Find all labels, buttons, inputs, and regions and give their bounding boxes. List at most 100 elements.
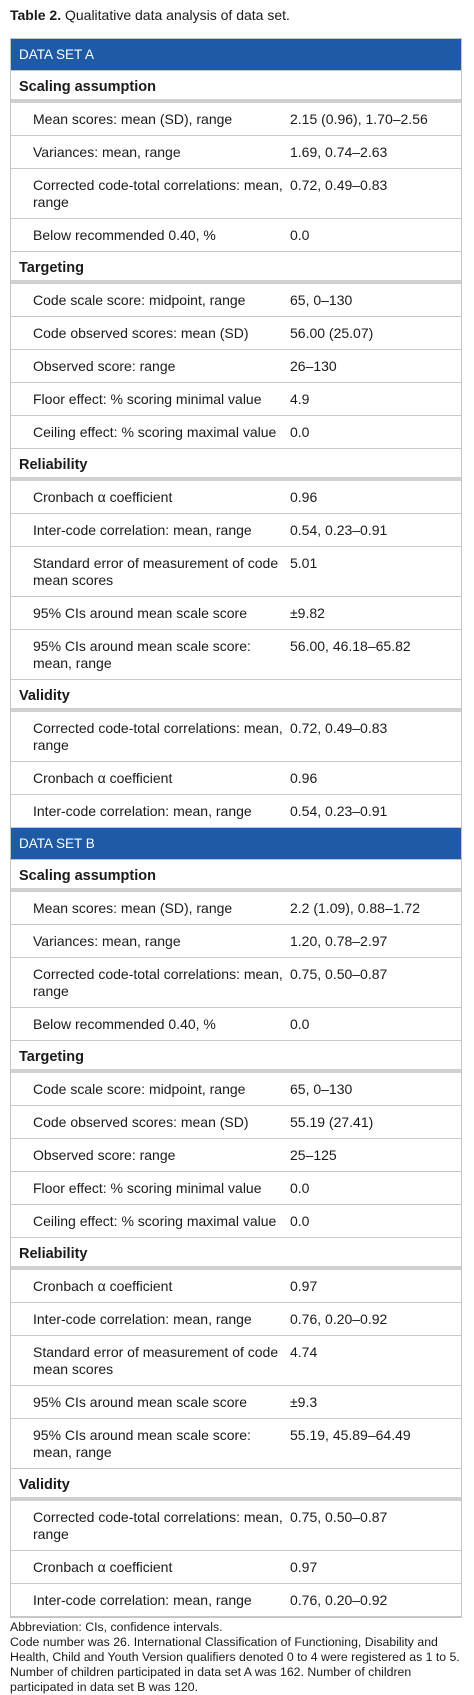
row-value: 2.2 (1.09), 0.88–1.72	[290, 900, 420, 916]
table-row: Cronbach α coefficient 0.96	[11, 481, 461, 514]
table-row: Corrected code-total correlations: mean,…	[11, 169, 461, 219]
row-label: Code scale score: midpoint, range	[33, 292, 246, 308]
row-value: 65, 0–130	[290, 292, 353, 308]
row-value: 0.75, 0.50–0.87	[290, 966, 388, 982]
row-label: Corrected code-total correlations: mean,…	[33, 1509, 283, 1542]
table-row: 95% CIs around mean scale score ±9.82	[11, 597, 461, 630]
row-label: Floor effect: % scoring minimal value	[33, 391, 262, 407]
section-header: Reliability	[11, 449, 461, 481]
table-row: Inter-code correlation: mean, range 0.54,…	[11, 795, 461, 828]
row-label: Cronbach α coefficient	[33, 489, 173, 505]
row-label: 95% CIs around mean scale score	[33, 1394, 247, 1410]
table-row: Corrected code-total correlations: mean,…	[11, 712, 461, 762]
table-row: Code observed scores: mean (SD) 56.00 (25…	[11, 317, 461, 350]
table-row: Corrected code-total correlations: mean,…	[11, 1501, 461, 1551]
table-row: Inter-code correlation: mean, range 0.76,…	[11, 1303, 461, 1336]
row-label: Inter-code correlation: mean, range	[33, 803, 252, 819]
row-label: Cronbach α coefficient	[33, 1278, 173, 1294]
row-value: 0.96	[290, 489, 318, 505]
row-label: Code observed scores: mean (SD)	[33, 1114, 249, 1130]
row-value: 0.72, 0.49–0.83	[290, 720, 388, 736]
row-label: Cronbach α coefficient	[33, 770, 173, 786]
table-row: Code scale score: midpoint, range 65, 0–1…	[11, 284, 461, 317]
row-label: Standard error of measurement of code me…	[33, 555, 279, 588]
table-row: Below recommended 0.40, % 0.0	[11, 1008, 461, 1041]
table-row: Standard error of measurement of code me…	[11, 1336, 461, 1386]
row-label: 95% CIs around mean scale score: mean, r…	[33, 1427, 251, 1460]
table-row: Ceiling effect: % scoring maximal value 0…	[11, 1205, 461, 1238]
table-row: Mean scores: mean (SD), range 2.2 (1.09),…	[11, 892, 461, 925]
row-label: Inter-code correlation: mean, range	[33, 1592, 252, 1608]
table-row: Floor effect: % scoring minimal value 0.0	[11, 1172, 461, 1205]
table-row: Variances: mean, range 1.20, 0.78–2.97	[11, 925, 461, 958]
row-value: 5.01	[290, 555, 318, 571]
row-label: Standard error of measurement of code me…	[33, 1344, 279, 1377]
table-row: Observed score: range 26–130	[11, 350, 461, 383]
section-header: Validity	[11, 1469, 461, 1501]
table-row: Inter-code correlation: mean, range 0.76,…	[11, 1584, 461, 1617]
table-row: Mean scores: mean (SD), range 2.15 (0.96)…	[11, 103, 461, 136]
table-row: Code scale score: midpoint, range 65, 0–1…	[11, 1073, 461, 1106]
row-label: Inter-code correlation: mean, range	[33, 1311, 252, 1327]
row-label: Floor effect: % scoring minimal value	[33, 1180, 262, 1196]
table-row: Cronbach α coefficient 0.97	[11, 1551, 461, 1584]
footnote-notes: Code number was 26. International Classi…	[10, 1635, 460, 1694]
table-row: 95% CIs around mean scale score ±9.3	[11, 1386, 461, 1419]
dataset-header: DATA SET B	[11, 828, 461, 860]
row-value: 0.54, 0.23–0.91	[290, 522, 388, 538]
row-value: 0.76, 0.20–0.92	[290, 1311, 388, 1327]
row-value: 0.0	[290, 1016, 310, 1032]
row-value: 4.9	[290, 391, 310, 407]
table-title: Qualitative data analysis of data set.	[61, 7, 290, 23]
row-label: Below recommended 0.40, %	[33, 227, 216, 243]
table-footnote: Abbreviation: CIs, confidence intervals.…	[10, 1620, 462, 1695]
row-value: 0.0	[290, 1213, 310, 1229]
table-row: Below recommended 0.40, % 0.0	[11, 219, 461, 252]
table-row: Inter-code correlation: mean, range 0.54,…	[11, 514, 461, 547]
footnote-abbreviation: Abbreviation: CIs, confidence intervals.	[10, 1620, 223, 1634]
row-label: 95% CIs around mean scale score	[33, 605, 247, 621]
table-row: Variances: mean, range 1.69, 0.74–2.63	[11, 136, 461, 169]
table-number: Table 2.	[10, 7, 62, 23]
row-value: 56.00, 46.18–65.82	[290, 638, 411, 654]
row-label: Corrected code-total correlations: mean,…	[33, 720, 283, 753]
row-value: ±9.82	[290, 605, 325, 621]
row-label: Ceiling effect: % scoring maximal value	[33, 424, 277, 440]
row-value: 0.72, 0.49–0.83	[290, 177, 388, 193]
row-label: Code observed scores: mean (SD)	[33, 325, 249, 341]
row-value: 4.74	[290, 1344, 318, 1360]
row-label: Cronbach α coefficient	[33, 1559, 173, 1575]
row-label: Code scale score: midpoint, range	[33, 1081, 246, 1097]
row-value: 65, 0–130	[290, 1081, 353, 1097]
section-header: Targeting	[11, 1041, 461, 1073]
row-value: 0.97	[290, 1559, 318, 1575]
table-row: Standard error of measurement of code me…	[11, 547, 461, 597]
row-value: 0.96	[290, 770, 318, 786]
row-label: Variances: mean, range	[33, 933, 181, 949]
row-value: 55.19, 45.89–64.49	[290, 1427, 411, 1443]
section-header: Validity	[11, 680, 461, 712]
row-label: Mean scores: mean (SD), range	[33, 900, 233, 916]
row-value: 55.19 (27.41)	[290, 1114, 374, 1130]
table-caption: Table 2. Qualitative data analysis of da…	[10, 7, 290, 23]
table-row: Cronbach α coefficient 0.97	[11, 1270, 461, 1303]
row-value: 0.0	[290, 424, 310, 440]
data-table: DATA SET A Scaling assumption Mean scores:…	[10, 38, 462, 1618]
row-value: 0.97	[290, 1278, 318, 1294]
row-label: Inter-code correlation: mean, range	[33, 522, 252, 538]
table-row: Corrected code-total correlations: mean,…	[11, 958, 461, 1008]
row-label: Corrected code-total correlations: mean,…	[33, 966, 283, 999]
row-value: ±9.3	[290, 1394, 318, 1410]
table-row: Code observed scores: mean (SD) 55.19 (27…	[11, 1106, 461, 1139]
row-label: Below recommended 0.40, %	[33, 1016, 216, 1032]
row-value: 1.20, 0.78–2.97	[290, 933, 388, 949]
section-header: Scaling assumption	[11, 71, 461, 103]
row-label: 95% CIs around mean scale score: mean, r…	[33, 638, 251, 671]
table-row: Observed score: range 25–125	[11, 1139, 461, 1172]
table-row: Ceiling effect: % scoring maximal value 0…	[11, 416, 461, 449]
table-row: 95% CIs around mean scale score: mean, r…	[11, 630, 461, 680]
row-value: 0.0	[290, 1180, 310, 1196]
row-label: Mean scores: mean (SD), range	[33, 111, 233, 127]
row-value: 0.0	[290, 227, 310, 243]
row-label: Observed score: range	[33, 358, 176, 374]
